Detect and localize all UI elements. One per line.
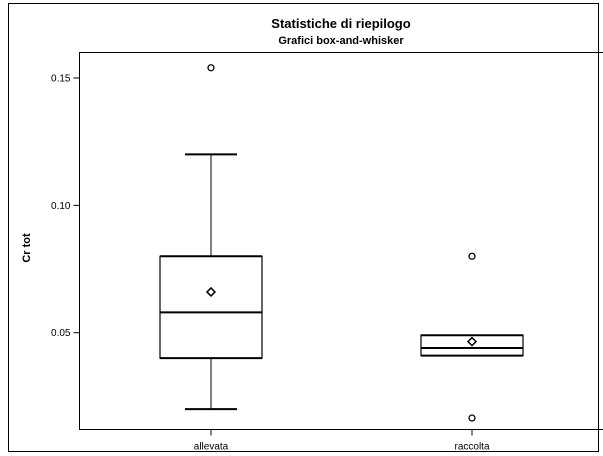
box-series	[159, 64, 524, 422]
x-tick-label: allevata	[194, 442, 229, 453]
chart-subtitle: Grafici box-and-whisker	[278, 35, 404, 47]
chart-frame	[8, 3, 599, 452]
y-tick-label: 0.10	[51, 201, 71, 212]
x-axis-ticks: allevata raccolta	[194, 429, 490, 453]
y-axis-ticks: 0.05 0.10 0.15	[51, 73, 80, 339]
mean-marker	[466, 336, 478, 347]
box-raccolta	[420, 252, 524, 422]
box-allevata	[159, 64, 263, 411]
y-tick-label: 0.05	[51, 328, 71, 339]
y-tick-label: 0.15	[51, 73, 71, 84]
outlier-point	[207, 64, 215, 72]
x-tick-label: raccolta	[454, 442, 489, 453]
outlier-point	[468, 252, 476, 260]
plot-area-frame	[79, 52, 603, 430]
mean-marker	[205, 286, 217, 298]
chart-title: Statistiche di riepilogo	[271, 16, 410, 31]
y-axis-label: Cr tot	[21, 233, 33, 263]
outlier-point	[468, 414, 476, 422]
